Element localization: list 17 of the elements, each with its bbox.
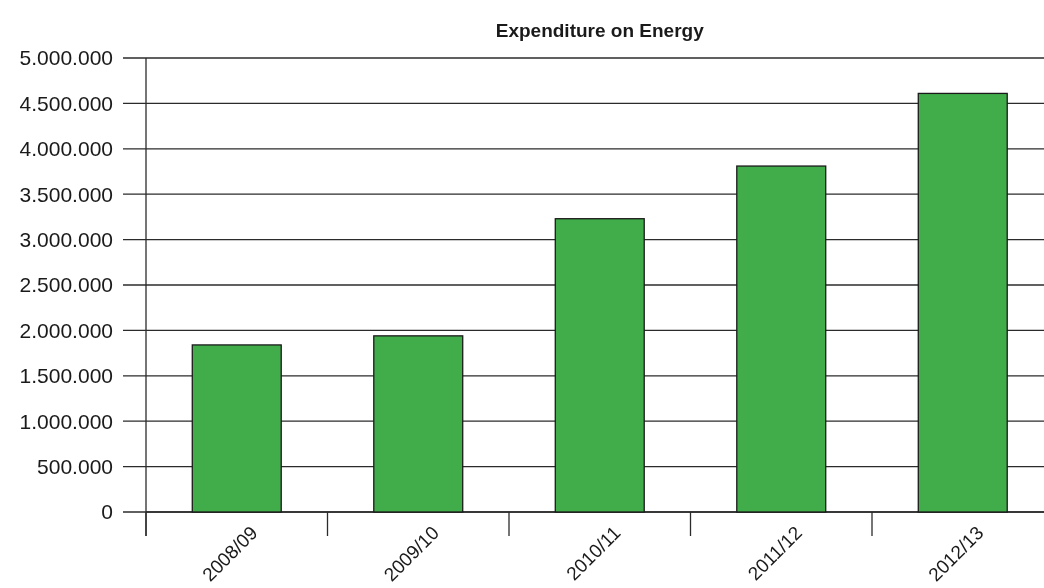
y-tick-label: 500.000 [37, 454, 113, 478]
bar [554, 218, 645, 513]
y-tick-label: 1.000.000 [19, 409, 113, 433]
y-tick-label: 4.500.000 [19, 91, 113, 115]
y-tick-label: 0 [101, 500, 113, 524]
bar [736, 165, 827, 513]
bar [191, 344, 282, 513]
y-tick-label: 3.500.000 [19, 182, 113, 206]
bar [917, 92, 1008, 513]
y-tick-label: 2.000.000 [19, 318, 113, 342]
y-tick-label: 2.500.000 [19, 273, 113, 297]
y-tick-label: 1.500.000 [19, 364, 113, 388]
y-tick-label: 5.000.000 [19, 46, 113, 70]
y-tick-label: 3.000.000 [19, 227, 113, 251]
bar [373, 335, 464, 513]
y-tick-label: 4.000.000 [19, 137, 113, 161]
chart-title: Expenditure on Energy [495, 20, 705, 41]
